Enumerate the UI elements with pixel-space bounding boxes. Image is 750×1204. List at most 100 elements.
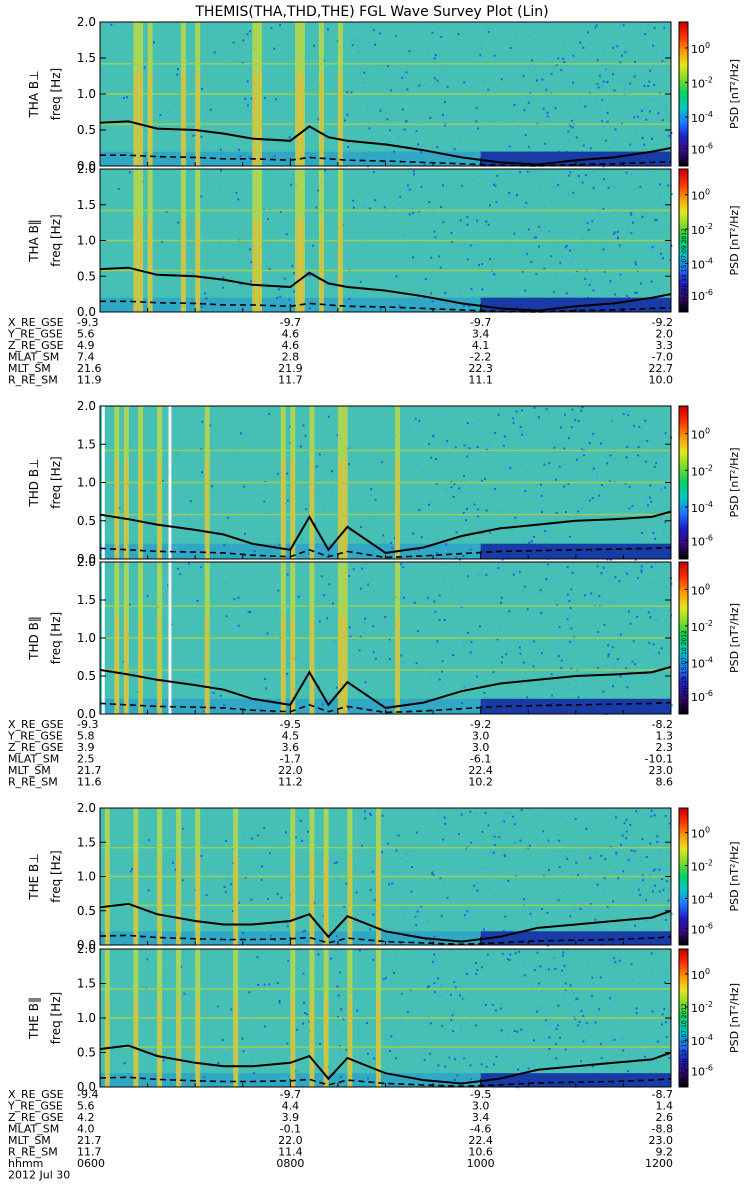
noise-pixel (605, 456, 607, 458)
noise-pixel (649, 69, 652, 72)
ephemeris-table: X_RE_GSE -9.4 -9.7 -9.5 -8.7Y_RE_GSE 5.6 4.4 3.… (7, 1088, 673, 1159)
activity-core (396, 459, 399, 560)
noise-pixel (655, 598, 658, 601)
noise-pixel (408, 203, 411, 206)
noise-pixel (638, 426, 641, 428)
noise-pixel (596, 597, 598, 600)
noise-pixel (629, 82, 632, 85)
noise-pixel (399, 195, 402, 198)
noise-pixel (437, 1064, 440, 1067)
noise-pixel (590, 660, 593, 663)
noise-pixel (521, 270, 524, 273)
noise-pixel (358, 949, 361, 952)
noise-pixel (541, 908, 544, 910)
noise-pixel (567, 437, 570, 440)
noise-pixel (312, 244, 315, 247)
noise-pixel (121, 1062, 124, 1065)
proton-gyrofrequency-line (99, 665, 672, 709)
noise-pixel (546, 115, 549, 118)
noise-pixel (622, 413, 625, 416)
noise-pixel (499, 45, 501, 48)
noise-pixel (626, 445, 629, 448)
noise-pixel (527, 103, 530, 106)
noise-pixel (362, 81, 365, 84)
activity-core (181, 72, 185, 166)
noise-pixel (641, 838, 644, 841)
time-tick-label: 1000 (467, 1157, 495, 1170)
noise-pixel (384, 616, 387, 618)
noise-pixel (475, 107, 478, 110)
noise-pixel (274, 609, 277, 612)
noise-pixel (569, 535, 572, 538)
noise-pixel (469, 810, 472, 813)
colorbar-tick-label: 10-2 (691, 75, 713, 90)
noise-pixel (603, 623, 606, 626)
noise-pixel (188, 693, 191, 696)
noise-pixel (333, 936, 336, 939)
noise-pixel (213, 51, 216, 54)
noise-pixel (608, 1028, 611, 1031)
noise-pixel (348, 575, 351, 577)
ephemeris-value: -10.1 (645, 753, 673, 766)
noise-pixel (650, 451, 653, 454)
noise-pixel (643, 863, 646, 866)
noise-pixel (477, 187, 479, 190)
noise-pixel (455, 809, 458, 812)
ephemeris-table: X_RE_GSE -9.3 -9.5 -9.2 -8.2Y_RE_GSE 5.8 4.5 3.… (7, 718, 673, 789)
noise-pixel (487, 1059, 490, 1061)
noise-pixel (598, 74, 601, 77)
noise-pixel (606, 408, 609, 410)
ephemeris-value: 22.0 (278, 764, 303, 777)
noise-pixel (532, 494, 535, 497)
noise-pixel (384, 541, 386, 544)
noise-pixel (290, 183, 293, 186)
activity-core (139, 615, 143, 714)
ephemeris-value: 11.7 (278, 374, 303, 387)
noise-pixel (386, 65, 389, 68)
noise-pixel (545, 408, 548, 411)
noise-pixel (486, 953, 489, 956)
noise-pixel (626, 572, 629, 575)
noise-pixel (583, 664, 585, 667)
noise-pixel (538, 1008, 541, 1011)
noise-pixel (546, 911, 549, 914)
noise-pixel (566, 901, 569, 904)
activity-core (310, 459, 314, 560)
noise-pixel (453, 53, 456, 56)
noise-pixel (494, 184, 497, 187)
noise-pixel (339, 1053, 342, 1056)
noise-pixel (572, 248, 575, 251)
noise-pixel (616, 230, 619, 233)
noise-pixel (556, 652, 558, 655)
noise-pixel (242, 39, 245, 42)
noise-pixel (548, 1025, 550, 1027)
noise-pixel (630, 527, 633, 529)
noise-pixel (370, 814, 372, 817)
noise-pixel (660, 1023, 663, 1026)
noise-pixel (500, 820, 503, 823)
noise-pixel (653, 582, 656, 585)
noise-pixel (357, 306, 360, 309)
noise-pixel (391, 1074, 394, 1077)
noise-pixel (556, 225, 559, 228)
noise-pixel (665, 906, 668, 909)
ephemeris-value: 3.6 (282, 741, 300, 754)
noise-pixel (351, 987, 354, 990)
noise-pixel (649, 484, 652, 487)
noise-pixel (646, 462, 649, 465)
noise-pixel (338, 1045, 341, 1047)
noise-pixel (295, 680, 298, 683)
noise-pixel (128, 441, 131, 444)
y-tick-label: 0.5 (77, 669, 96, 683)
noise-pixel (185, 160, 187, 163)
noise-pixel (487, 223, 490, 226)
noise-pixel (128, 171, 131, 174)
ephemeris-label: Z_RE_GSE (8, 741, 64, 754)
noise-pixel (190, 625, 193, 628)
noise-pixel (319, 996, 322, 999)
noise-pixel (339, 971, 341, 974)
noise-pixel (663, 673, 666, 676)
noise-pixel (654, 884, 657, 887)
noise-pixel (469, 1064, 472, 1067)
y-tick-label: 0.0 (77, 159, 96, 173)
